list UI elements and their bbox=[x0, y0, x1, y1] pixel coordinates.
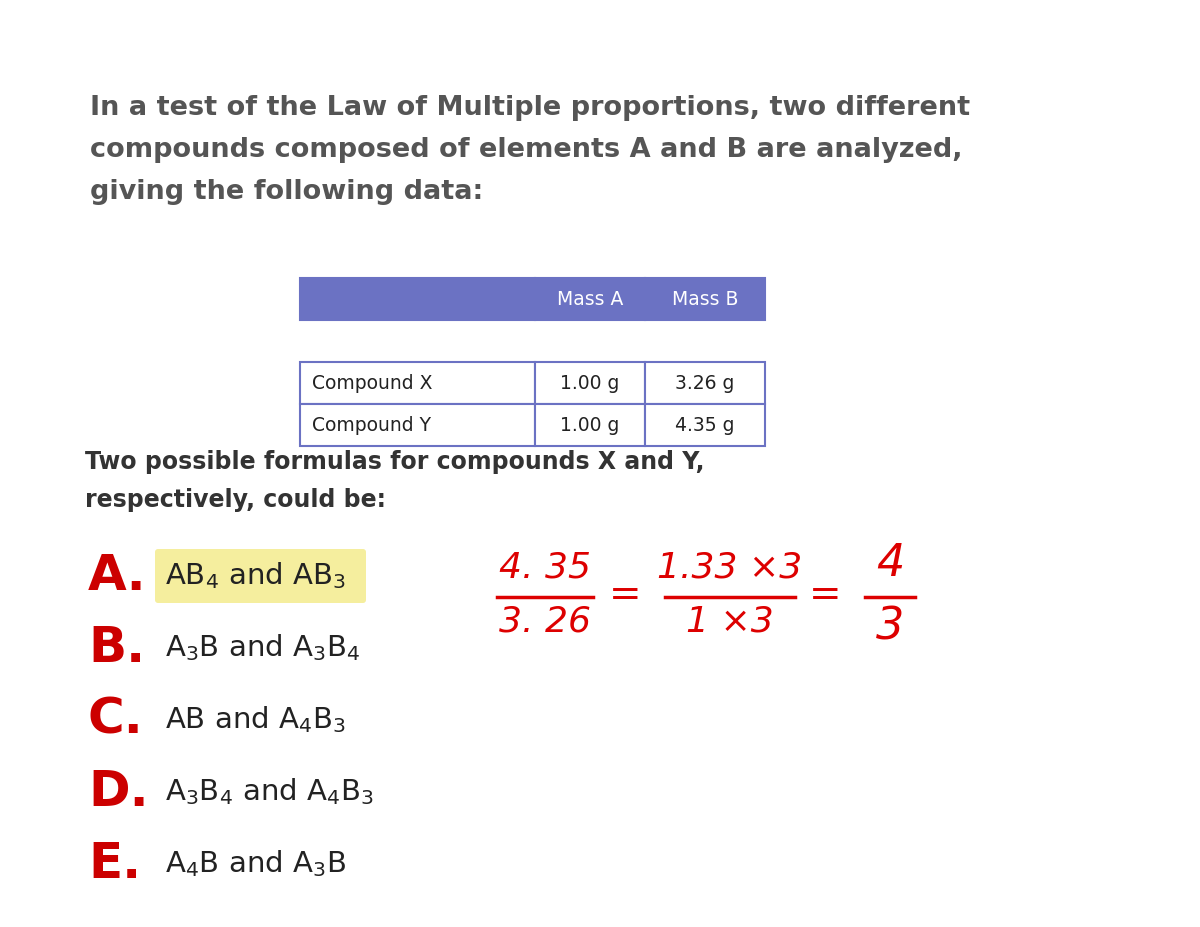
Text: Compound X: Compound X bbox=[312, 374, 432, 392]
Text: $\mathregular{A_3B_4}$ and $\mathregular{A_4B_3}$: $\mathregular{A_3B_4}$ and $\mathregular… bbox=[166, 777, 374, 807]
Text: giving the following data:: giving the following data: bbox=[90, 179, 484, 205]
Text: =: = bbox=[608, 576, 641, 614]
Text: 3.26 g: 3.26 g bbox=[676, 374, 734, 392]
Text: $\mathregular{A_4B}$ and $\mathregular{A_3B}$: $\mathregular{A_4B}$ and $\mathregular{A… bbox=[166, 848, 346, 880]
Text: Compound Y: Compound Y bbox=[312, 415, 431, 435]
Bar bbox=[646, 362, 766, 404]
Text: D.: D. bbox=[88, 768, 149, 816]
Text: Two possible formulas for compounds X and Y,: Two possible formulas for compounds X an… bbox=[85, 450, 704, 474]
Text: 3. 26: 3. 26 bbox=[499, 605, 592, 639]
Bar bbox=[535, 362, 646, 404]
FancyBboxPatch shape bbox=[155, 549, 366, 603]
Bar bbox=[535, 404, 646, 446]
Text: 4: 4 bbox=[876, 542, 904, 585]
Bar bbox=[300, 362, 535, 404]
Text: $\mathregular{AB}$ and $\mathregular{A_4B_3}$: $\mathregular{AB}$ and $\mathregular{A_4… bbox=[166, 705, 346, 735]
Text: 4. 35: 4. 35 bbox=[499, 551, 592, 585]
Text: compounds composed of elements A and B are analyzed,: compounds composed of elements A and B a… bbox=[90, 137, 962, 163]
Text: Mass A: Mass A bbox=[557, 289, 623, 309]
Text: B.: B. bbox=[88, 624, 145, 672]
Text: respectively, could be:: respectively, could be: bbox=[85, 488, 386, 512]
Text: 1.33 ×3: 1.33 ×3 bbox=[658, 551, 803, 585]
Text: C.: C. bbox=[88, 696, 144, 744]
Text: 4.35 g: 4.35 g bbox=[676, 415, 734, 435]
Text: 1.00 g: 1.00 g bbox=[560, 415, 619, 435]
Bar bbox=[300, 278, 535, 320]
Text: $\mathregular{A_3B}$ and $\mathregular{A_3B_4}$: $\mathregular{A_3B}$ and $\mathregular{A… bbox=[166, 632, 360, 664]
Text: $\mathregular{AB_4}$ and $\mathregular{AB_3}$: $\mathregular{AB_4}$ and $\mathregular{A… bbox=[166, 561, 346, 591]
Text: In a test of the Law of Multiple proportions, two different: In a test of the Law of Multiple proport… bbox=[90, 95, 970, 121]
Bar bbox=[300, 404, 535, 446]
Bar bbox=[535, 278, 646, 320]
Bar bbox=[646, 278, 766, 320]
Text: =: = bbox=[809, 576, 841, 614]
Text: 1 ×3: 1 ×3 bbox=[686, 605, 774, 639]
Text: Mass B: Mass B bbox=[672, 289, 738, 309]
Text: A.: A. bbox=[88, 552, 146, 600]
Text: 1.00 g: 1.00 g bbox=[560, 374, 619, 392]
Bar bbox=[646, 404, 766, 446]
Text: 3: 3 bbox=[876, 605, 904, 648]
Text: E.: E. bbox=[88, 840, 142, 888]
